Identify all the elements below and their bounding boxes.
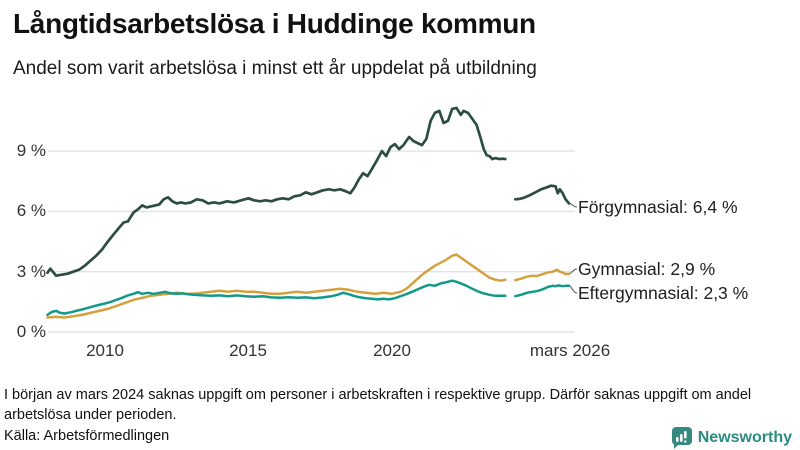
y-axis-tick-label: 0 %: [16, 322, 46, 341]
source-attribution: Källa: Arbetsförmedlingen: [4, 428, 170, 444]
y-axis-tick-label: 6 %: [16, 201, 46, 220]
page-title: Långtidsarbetslösa i Huddinge kommun: [13, 8, 536, 39]
x-axis-tick-label: 2010: [86, 341, 124, 360]
series-label-eftergymnasial: Eftergymnasial: 2,3 %: [578, 283, 749, 303]
series-label-gymnasial: Gymnasial: 2,9 %: [578, 259, 716, 279]
newsworthy-brand: Newsworthy: [671, 426, 792, 450]
y-axis-tick-label: 3 %: [16, 262, 46, 281]
page-subtitle: Andel som varit arbetslösa i minst ett å…: [13, 58, 537, 79]
chart-footnote: I början av mars 2024 saknas uppgift om …: [4, 387, 752, 423]
x-axis-tick-label: mars 2026: [529, 341, 611, 360]
y-axis-tick-label: 9 %: [16, 141, 46, 160]
newsworthy-logo-icon: [671, 427, 692, 449]
newsworthy-brand-text: Newsworthy: [697, 429, 792, 446]
series-label-forgymnasial: Förgymnasial: 6,4 %: [578, 197, 738, 217]
x-axis-tick-label: 2015: [229, 341, 267, 360]
x-axis-tick-label: 2020: [373, 341, 411, 360]
